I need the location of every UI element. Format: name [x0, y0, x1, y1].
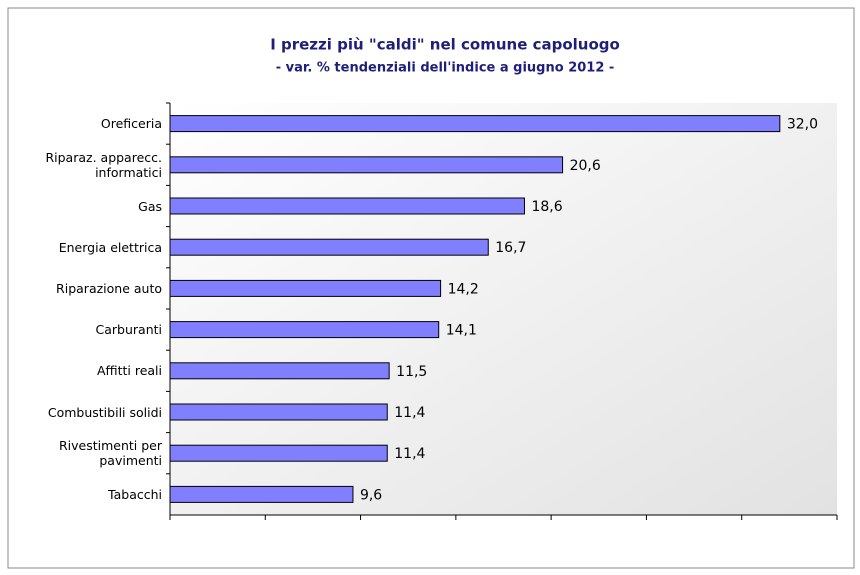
- category-label: Oreficeria: [100, 116, 162, 132]
- value-label: 9,6: [360, 487, 382, 503]
- category-label: Affitti reali: [96, 363, 162, 379]
- value-label: 14,2: [448, 281, 479, 297]
- bar: [169, 156, 564, 174]
- category-label: Energia elettrica: [58, 239, 162, 255]
- value-label: 16,7: [495, 240, 526, 256]
- value-label: 11,5: [396, 364, 427, 380]
- category-label: Rivestimenti per pavimenti: [58, 438, 162, 469]
- category-label: Gas: [138, 198, 162, 214]
- value-label: 11,4: [394, 405, 425, 421]
- chart-title: I prezzi più "caldi" nel comune capoluog…: [270, 36, 620, 54]
- category-label: Tabacchi: [108, 486, 162, 502]
- bar: [169, 238, 489, 256]
- bar: [169, 321, 440, 339]
- category-label: Combustibili solidi: [47, 404, 162, 420]
- bar: [169, 362, 390, 380]
- chart-subtitle: - var. % tendenziali dell'indice a giugn…: [276, 61, 615, 76]
- category-label: Riparaz. apparecc. informatici: [45, 149, 162, 180]
- bar: [169, 485, 354, 503]
- value-label: 20,6: [570, 158, 601, 174]
- value-label: 18,6: [531, 199, 562, 215]
- value-label: 14,1: [446, 323, 477, 339]
- bar: [169, 444, 388, 462]
- category-label: Carburanti: [95, 322, 162, 338]
- value-label: 11,4: [394, 446, 425, 462]
- bar: [169, 279, 442, 297]
- bar: [169, 115, 781, 133]
- category-label: Riparazione auto: [56, 280, 162, 296]
- bar: [169, 403, 388, 421]
- value-label: 32,0: [787, 117, 818, 133]
- bar: [169, 197, 525, 215]
